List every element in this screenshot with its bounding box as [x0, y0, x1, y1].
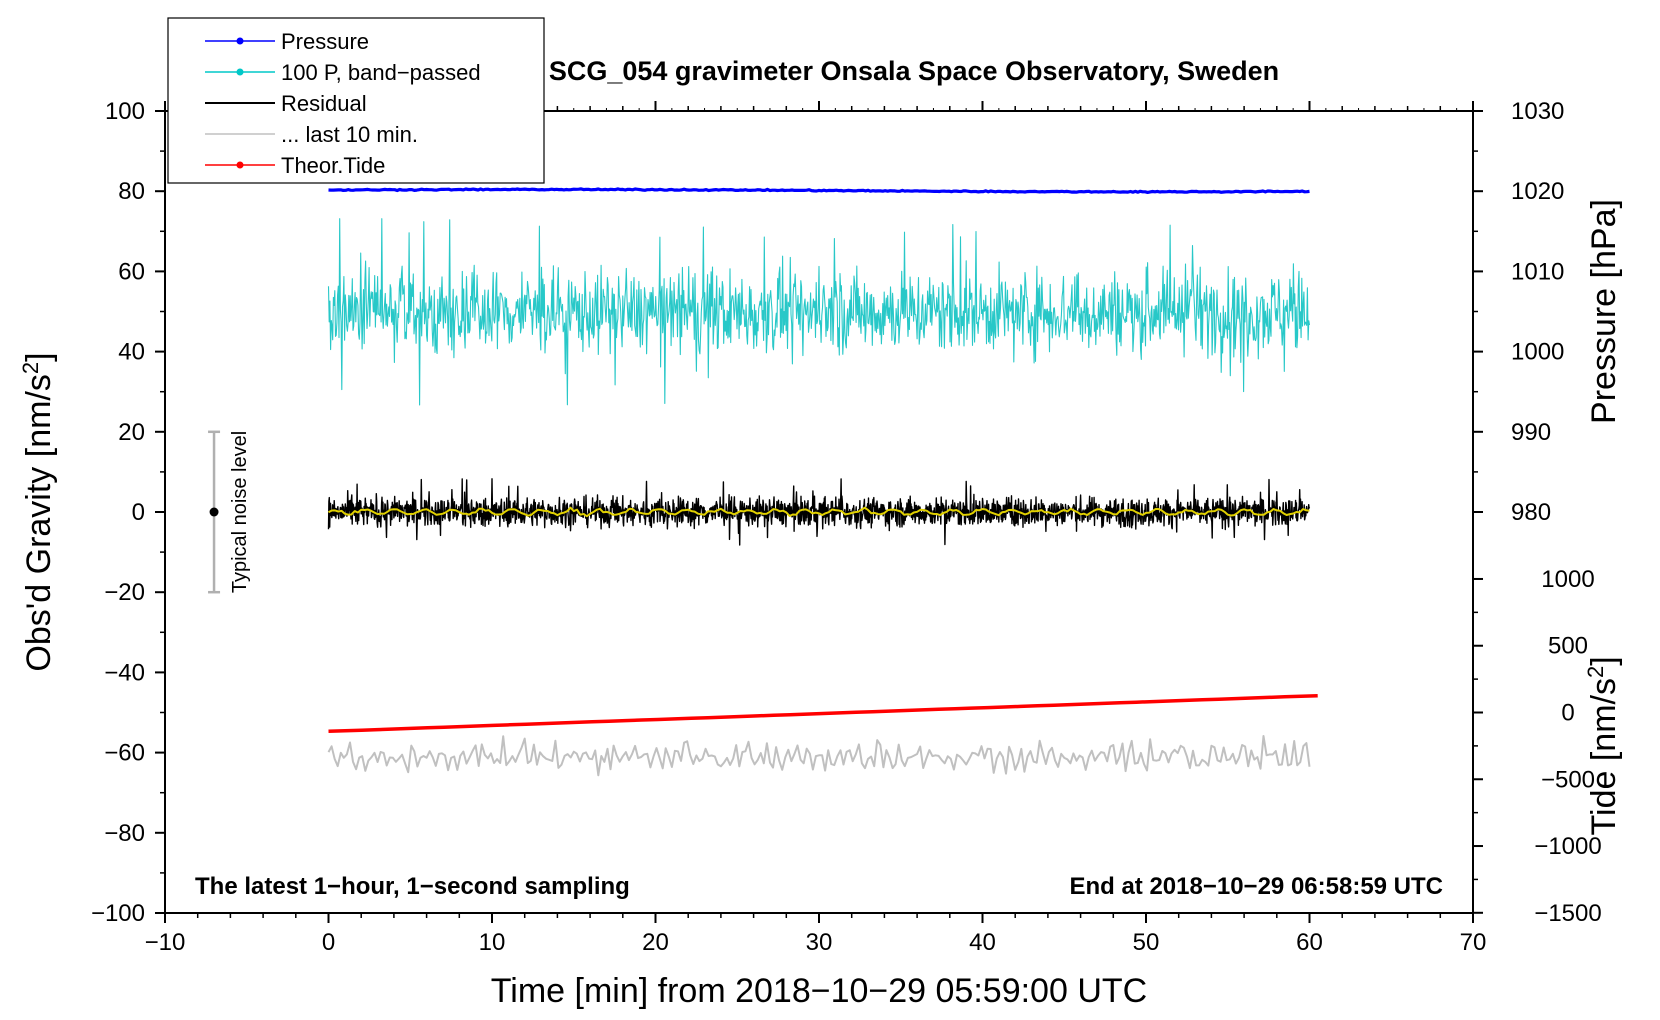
- y-axis-gravity: −100 −80 −60 −40 −20 0 20 40 60 80 100: [91, 98, 165, 927]
- legend: Pressure 100 P, band−passed Residual ... la…: [167, 17, 545, 184]
- y-tick-label: 80: [118, 178, 145, 205]
- pressure-tick-label: 1010: [1511, 258, 1564, 285]
- pressure-tick-label: 1000: [1511, 339, 1564, 366]
- y-tick-label: −100: [91, 900, 145, 927]
- y-axis-label-gravity-text: Obs'd Gravity [nm/s: [20, 374, 58, 671]
- annotation-left: The latest 1−hour, 1−second sampling: [195, 873, 630, 900]
- y-tick-label: 40: [118, 339, 145, 366]
- legend-entry-label: Pressure: [281, 29, 369, 54]
- y-tick-label: −40: [104, 659, 145, 686]
- series-tide: [328, 693, 1318, 734]
- chart-title: SCG_054 gravimeter Onsala Space Observat…: [549, 56, 1279, 86]
- y-axis-label-gravity-end: ]: [20, 352, 58, 361]
- x-tick-label: 30: [806, 929, 833, 956]
- tide-tick-label: −1000: [1534, 833, 1601, 860]
- x-tick-label: −10: [145, 929, 186, 956]
- legend-box: [167, 17, 545, 184]
- legend-entry-label: Theor.Tide: [281, 153, 385, 178]
- y-axis-label-gravity-sup: 2: [18, 362, 43, 374]
- legend-marker: [236, 161, 244, 169]
- pressure-tick-label: 1020: [1511, 178, 1564, 205]
- y-tick-label: −20: [104, 579, 145, 606]
- tide-tick-label: 1000: [1541, 566, 1594, 593]
- y-tick-label: −80: [104, 820, 145, 847]
- series-layer: [327, 187, 1318, 777]
- noise-bar-label: Typical noise level: [229, 431, 251, 593]
- x-tick-label: 70: [1460, 929, 1487, 956]
- y-tick-label: 60: [118, 258, 145, 285]
- tide-tick-label: −1500: [1534, 900, 1601, 927]
- x-tick-label: 0: [322, 929, 335, 956]
- y-axis-label-tide-text: Tide [nm/s: [1585, 678, 1623, 835]
- legend-entry-label: 100 P, band−passed: [281, 60, 481, 85]
- y-axis-tide: −1500 −1000 −500 0 500 1000: [1473, 566, 1602, 927]
- noise-bar-dot: [209, 507, 219, 517]
- y-axis-label-gravity: Obs'd Gravity [nm/s2]: [18, 352, 59, 671]
- noise-bar: Typical noise level: [208, 430, 251, 594]
- pressure-tick-label: 1030: [1511, 98, 1564, 125]
- tide-tick-label: −500: [1541, 766, 1595, 793]
- series-last-10-min: [327, 735, 1311, 777]
- legend-marker: [236, 68, 244, 76]
- y-tick-label: −60: [104, 740, 145, 767]
- x-tick-label: 20: [642, 929, 669, 956]
- y-axis-label-pressure: Pressure [hPa]: [1585, 199, 1623, 424]
- y-tick-label: 100: [105, 98, 145, 125]
- legend-marker: [236, 37, 244, 45]
- y-axis-label-tide-sup: 2: [1583, 666, 1608, 678]
- pressure-tick-label: 980: [1511, 499, 1551, 526]
- series-pressure: [328, 187, 1310, 194]
- x-tick-label: 50: [1133, 929, 1160, 956]
- tide-tick-label: 0: [1561, 700, 1574, 727]
- y-axis-pressure: 980 990 1000 1010 1020 1030: [1473, 98, 1564, 526]
- annotation-right: End at 2018−10−29 06:58:59 UTC: [1069, 873, 1443, 900]
- series-band-passed: [327, 218, 1311, 406]
- x-axis: −10 0 10 20 30 40 50 60 70: [145, 101, 1487, 956]
- x-tick-label: 40: [969, 929, 996, 956]
- y-axis-label-tide: Tide [nm/s2]: [1583, 656, 1624, 835]
- x-tick-label: 10: [479, 929, 506, 956]
- pressure-tick-label: 990: [1511, 419, 1551, 446]
- x-axis-label: Time [min] from 2018−10−29 05:59:00 UTC: [491, 972, 1147, 1010]
- y-tick-label: 0: [132, 499, 145, 526]
- legend-entry-label: Residual: [281, 91, 367, 116]
- x-tick-label: 60: [1296, 929, 1323, 956]
- series-residual-smoothed: [328, 506, 1310, 518]
- y-axis-label-tide-end: ]: [1585, 656, 1623, 665]
- y-tick-label: 20: [118, 419, 145, 446]
- legend-entry-label: ... last 10 min.: [281, 122, 418, 147]
- tide-tick-label: 500: [1548, 633, 1588, 660]
